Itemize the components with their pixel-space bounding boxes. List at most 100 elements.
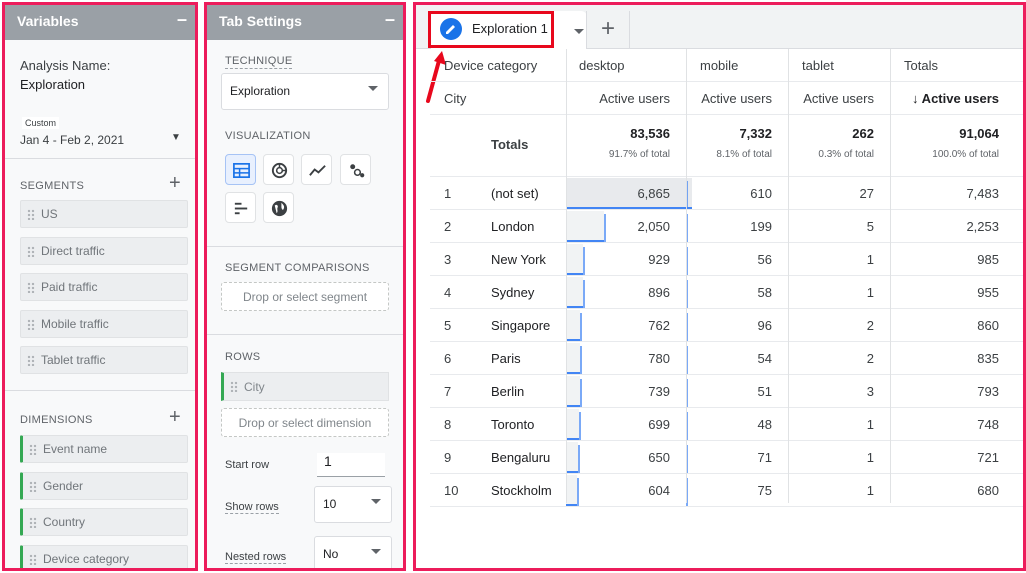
dimension-label: Device category bbox=[43, 551, 130, 566]
table-row[interactable]: 9 Bengaluru 650 71 1 721 bbox=[430, 441, 1023, 474]
data-bar bbox=[566, 310, 580, 340]
drag-handle-icon[interactable] bbox=[29, 444, 37, 455]
mobile-value: 71 bbox=[757, 450, 772, 465]
column-header[interactable]: mobile bbox=[700, 58, 739, 73]
dimension-chip[interactable]: Device category bbox=[20, 544, 188, 568]
table-row[interactable]: 8 Toronto 699 48 1 748 bbox=[430, 408, 1023, 441]
minimize-tab-settings-button[interactable]: – bbox=[384, 9, 395, 29]
dimension-chip[interactable]: Country bbox=[20, 508, 188, 536]
add-tab-button[interactable]: + bbox=[586, 11, 630, 49]
city-cell: London bbox=[491, 219, 535, 234]
data-bar-edge bbox=[583, 247, 585, 275]
drag-handle-icon[interactable] bbox=[230, 381, 238, 392]
table-icon[interactable] bbox=[225, 154, 256, 185]
column-header[interactable]: Totals bbox=[904, 58, 938, 73]
table-row[interactable]: 2 London 2,050 199 5 2,253 bbox=[430, 210, 1023, 243]
tab-settings-panel: Tab Settings – TECHNIQUE Exploration VIS… bbox=[204, 2, 406, 571]
segment-chip[interactable]: Mobile traffic bbox=[20, 309, 188, 338]
desktop-cell: 780 bbox=[566, 342, 686, 374]
divider bbox=[207, 246, 403, 247]
desktop-value: 929 bbox=[648, 252, 670, 267]
metric-header-sorted[interactable]: ↓ Active users bbox=[912, 91, 999, 106]
drag-handle-icon[interactable] bbox=[27, 318, 35, 330]
table-row[interactable]: 1 (not set) 6,865 610 27 7,483 bbox=[430, 177, 1023, 210]
chevron-down-icon[interactable]: ▼ bbox=[171, 132, 181, 143]
nested-rows-value: No bbox=[323, 547, 339, 561]
row-number: 3 bbox=[444, 252, 452, 267]
segment-dropzone[interactable]: Drop or select segment bbox=[221, 282, 389, 311]
drag-handle-icon[interactable] bbox=[27, 245, 35, 257]
tab-exploration-1[interactable]: Exploration 1 bbox=[431, 11, 587, 49]
bar-chart-icon[interactable] bbox=[225, 192, 256, 223]
mobile-value: 56 bbox=[757, 252, 772, 267]
table-row[interactable]: 5 Singapore 762 96 2 860 bbox=[430, 309, 1023, 342]
column-header[interactable]: tablet bbox=[802, 58, 834, 73]
donut-chart-icon[interactable] bbox=[263, 154, 294, 185]
city-cell: (not set) bbox=[491, 186, 539, 201]
data-bar-line bbox=[566, 339, 580, 341]
nested-rows-label: Nested rows bbox=[225, 551, 287, 564]
data-bar-edge bbox=[686, 478, 688, 506]
data-bar-edge bbox=[686, 181, 688, 209]
city-header[interactable]: City bbox=[444, 91, 467, 106]
segment-chip[interactable]: US bbox=[20, 200, 188, 228]
column-header[interactable]: desktop bbox=[579, 58, 625, 73]
totals-cell: 262 0.3% of total bbox=[788, 115, 890, 176]
totals-cell: 83,536 91.7% of total bbox=[566, 115, 686, 176]
desktop-cell: 2,050 bbox=[566, 210, 686, 242]
metric-header[interactable]: Active users bbox=[701, 91, 772, 106]
technique-select[interactable]: Exploration bbox=[221, 73, 389, 110]
mobile-value: 48 bbox=[757, 417, 772, 432]
start-row-input[interactable]: 1 bbox=[317, 453, 385, 477]
tab-highlight-box bbox=[428, 11, 554, 48]
table-row[interactable]: 7 Berlin 739 51 3 793 bbox=[430, 375, 1023, 408]
segment-chip[interactable]: Direct traffic bbox=[20, 236, 188, 265]
mobile-value: 75 bbox=[757, 483, 772, 498]
data-table: Device category desktop mobile tablet To… bbox=[430, 49, 1023, 507]
table-row[interactable]: 3 New York 929 56 1 985 bbox=[430, 243, 1023, 276]
data-bar bbox=[566, 244, 583, 274]
dimension-label: Event name bbox=[43, 442, 108, 456]
date-range-selector[interactable]: Jan 4 - Feb 2, 2021 bbox=[20, 133, 125, 147]
table-row[interactable]: 4 Sydney 896 58 1 955 bbox=[430, 276, 1023, 309]
data-bar-line bbox=[566, 306, 583, 308]
dimension-chip[interactable]: Event name bbox=[20, 435, 188, 463]
desktop-value: 780 bbox=[648, 351, 670, 366]
table-row[interactable]: 6 Paris 780 54 2 835 bbox=[430, 342, 1023, 375]
total-cell: 793 bbox=[977, 384, 999, 399]
drag-handle-icon[interactable] bbox=[27, 355, 35, 366]
add-dimension-icon[interactable]: + bbox=[169, 406, 181, 428]
add-segment-icon[interactable]: + bbox=[169, 172, 181, 194]
table-row[interactable]: 10 Stockholm 604 75 1 680 bbox=[430, 474, 1023, 507]
row-number: 1 bbox=[444, 186, 452, 201]
dimension-dropzone[interactable]: Drop or select dimension bbox=[221, 408, 389, 437]
dimension-chip[interactable]: Gender bbox=[20, 471, 188, 500]
chevron-down-icon[interactable] bbox=[574, 29, 584, 34]
data-bar-edge bbox=[686, 346, 688, 374]
device-category-header[interactable]: Device category bbox=[444, 58, 538, 73]
drag-handle-icon[interactable] bbox=[27, 282, 35, 293]
data-bar-edge bbox=[686, 313, 688, 341]
show-rows-label: Show rows bbox=[225, 501, 279, 514]
drag-handle-icon[interactable] bbox=[29, 517, 37, 528]
show-rows-select[interactable]: 10 bbox=[314, 486, 392, 523]
rows-label: ROWS bbox=[225, 351, 261, 363]
data-bar-edge bbox=[686, 412, 688, 440]
tablet-cell: 1 bbox=[866, 252, 874, 267]
line-chart-icon[interactable] bbox=[301, 154, 332, 185]
variables-title: Variables bbox=[17, 13, 79, 29]
minimize-variables-button[interactable]: – bbox=[176, 9, 187, 29]
pencil-icon[interactable] bbox=[440, 18, 462, 40]
segment-chip[interactable]: Tablet traffic bbox=[20, 346, 188, 374]
scatter-icon[interactable] bbox=[340, 154, 371, 185]
nested-rows-select[interactable]: No bbox=[314, 536, 392, 568]
metric-header[interactable]: Active users bbox=[803, 91, 874, 106]
drag-handle-icon[interactable] bbox=[29, 553, 37, 565]
metric-header[interactable]: Active users bbox=[599, 91, 670, 106]
drag-handle-icon[interactable] bbox=[29, 480, 37, 492]
analysis-name-field[interactable]: Exploration bbox=[20, 77, 86, 92]
segment-chip[interactable]: Paid traffic bbox=[20, 273, 188, 301]
drag-handle-icon[interactable] bbox=[27, 209, 35, 220]
row-dimension-chip[interactable]: City bbox=[221, 372, 389, 401]
geo-map-icon[interactable] bbox=[263, 192, 294, 223]
